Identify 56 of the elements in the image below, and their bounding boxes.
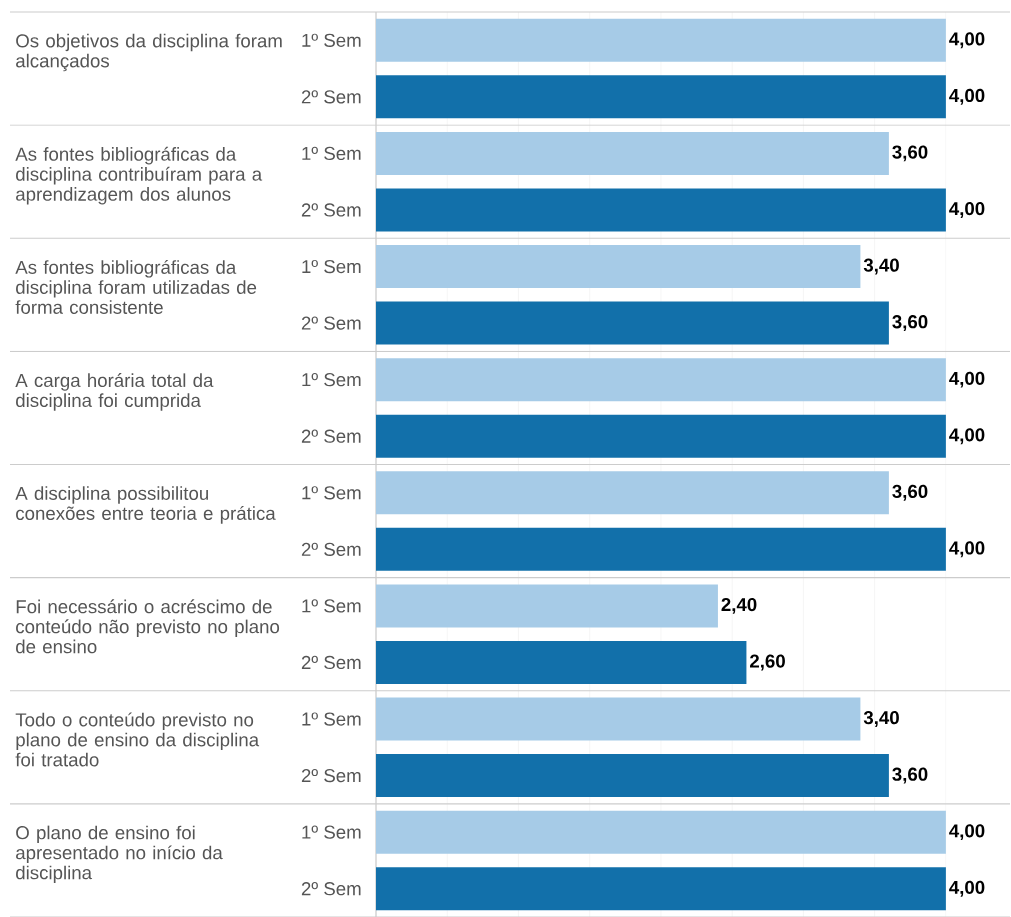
bar xyxy=(376,18,946,62)
bar xyxy=(376,584,718,628)
data-label: 4,00 xyxy=(949,824,985,841)
text: 2º Sem xyxy=(301,316,361,330)
y-tick-label: Foi necessário o acréscimo de conteúdo não previsto no plano de ensino xyxy=(16,599,280,654)
bar xyxy=(376,527,946,571)
bar xyxy=(376,358,946,402)
text: 1º Sem xyxy=(302,599,361,613)
data-label: 3,60 xyxy=(892,145,928,162)
bar xyxy=(376,754,889,798)
bar xyxy=(376,697,861,741)
bar xyxy=(376,810,946,854)
bar xyxy=(376,640,747,684)
y-tick-label: As fontes bibliográficas da disciplina contribuíram para a aprendizagem dos alunos xyxy=(15,146,263,205)
bar xyxy=(376,131,889,175)
text: 1º Sem xyxy=(302,825,361,839)
data-label: 4,00 xyxy=(949,88,985,105)
bar xyxy=(376,414,946,458)
text: 2º Sem xyxy=(301,429,361,443)
data-label: 3,60 xyxy=(892,484,928,501)
text: 2º Sem xyxy=(301,768,361,783)
text: 2º Sem xyxy=(301,655,361,670)
y-tick-label: Os objetivos da disciplina foram alcançados xyxy=(16,33,282,72)
bar xyxy=(376,301,889,345)
bar xyxy=(376,867,946,911)
data-label: 3,40 xyxy=(863,711,899,727)
data-label: 2,40 xyxy=(721,597,757,614)
data-label: 4,00 xyxy=(949,201,985,218)
y-tick-label: O plano de ensino foi apresentado no início da disciplina xyxy=(16,825,223,884)
text: 1º Sem xyxy=(302,146,361,161)
y-tick-label: A disciplina possibilitou conexões entre teoria e prática xyxy=(15,486,276,524)
data-label: 4,00 xyxy=(949,32,985,49)
y-tick-label: Todo o conteúdo previsto no plano de ensino da disciplina foi tratado xyxy=(15,712,260,767)
bar xyxy=(376,75,946,119)
series-label: 2º Sem xyxy=(301,90,361,104)
text: 1º Sem xyxy=(302,373,361,387)
text: 1º Sem xyxy=(302,259,361,274)
data-label: 4,00 xyxy=(949,371,985,388)
data-label: 3,60 xyxy=(892,767,928,784)
data-label: 3,60 xyxy=(892,315,928,332)
data-label: 4,00 xyxy=(949,428,985,445)
series-label: 1º Sem xyxy=(302,33,361,47)
text: 2º Sem xyxy=(301,542,361,556)
y-tick-label: As fontes bibliográficas da disciplina foram utilizadas de forma consistente xyxy=(15,260,257,314)
text: 1º Sem xyxy=(302,712,361,726)
data-label: 2,60 xyxy=(750,654,785,671)
text: 1º Sem xyxy=(302,486,361,500)
data-label: 4,00 xyxy=(949,880,985,897)
text: 2º Sem xyxy=(301,882,361,896)
bar xyxy=(376,188,946,232)
bar xyxy=(376,471,889,515)
text: 2º Sem xyxy=(301,203,361,217)
data-label: 3,40 xyxy=(863,258,899,275)
y-tick-label: A carga horária total da disciplina foi cumprida xyxy=(15,373,214,411)
data-label: 4,00 xyxy=(949,541,985,558)
bar xyxy=(376,245,861,289)
